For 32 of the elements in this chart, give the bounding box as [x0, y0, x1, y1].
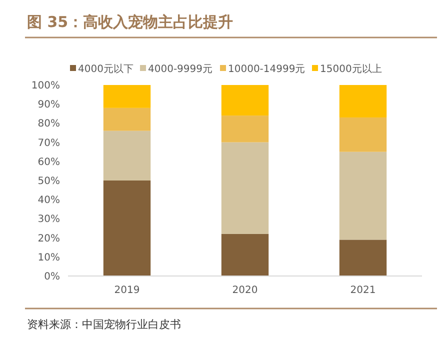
- bar: [103, 180, 151, 276]
- legend-label: 4000元以下: [78, 63, 134, 75]
- y-tick-label: 30%: [38, 214, 60, 226]
- text: 资料来源：中国宠物行业白皮书: [27, 318, 181, 331]
- x-tick-label: 2019: [114, 285, 140, 296]
- y-tick-label: 0%: [44, 272, 60, 282]
- y-tick-label: 20%: [38, 233, 60, 244]
- bar: [221, 116, 269, 142]
- bar: [221, 85, 269, 116]
- y-tick-label: 10%: [38, 252, 60, 264]
- bar: [339, 117, 387, 152]
- legend-label: 15000元以上: [320, 63, 382, 75]
- bar: [339, 240, 387, 276]
- legend-label: 4000-9999元: [148, 64, 213, 75]
- chart-title: 图 35：高收入宠物主占比提升: [27, 13, 234, 31]
- x-tick-label: 2020: [232, 285, 258, 296]
- bar: [339, 85, 387, 118]
- bar: [103, 85, 151, 108]
- bar: [221, 142, 269, 234]
- y-tick-label: 100%: [31, 80, 60, 92]
- y-tick-label: 60%: [38, 156, 60, 168]
- bar: [103, 130, 151, 180]
- bar: [221, 234, 269, 276]
- x-tick-label: 2021: [350, 285, 376, 296]
- y-tick-label: 90%: [38, 100, 60, 111]
- y-tick-label: 50%: [38, 176, 60, 187]
- y-tick-label: 70%: [38, 138, 60, 149]
- bar: [339, 152, 387, 240]
- y-tick-label: 40%: [38, 195, 60, 206]
- bar: [103, 108, 151, 131]
- legend-label: 10000-14999元: [228, 64, 306, 75]
- y-tick-label: 80%: [38, 118, 60, 130]
